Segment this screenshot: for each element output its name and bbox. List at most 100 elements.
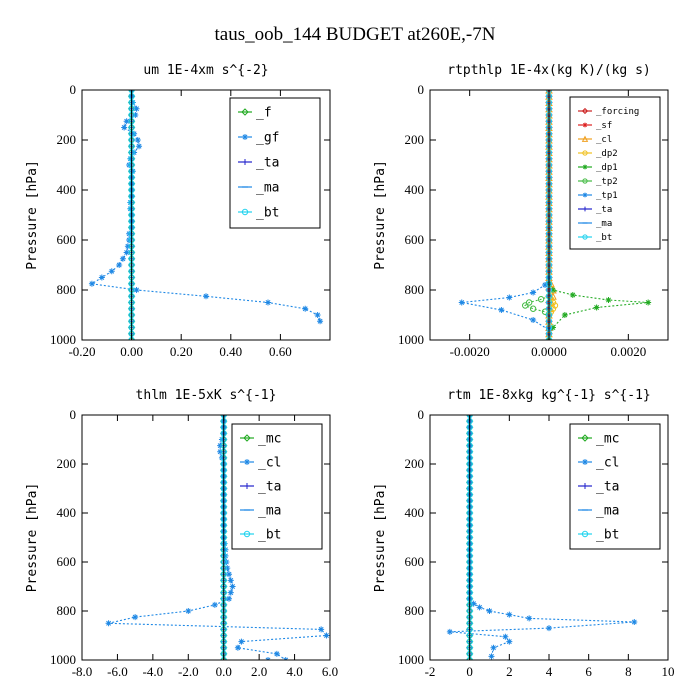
- y-tick-label: 200: [57, 456, 77, 471]
- legend-marker: [582, 483, 588, 489]
- plot-frame: [81, 414, 331, 661]
- data-point: [522, 302, 529, 309]
- data-point: [119, 255, 126, 262]
- y-tick-label: 200: [57, 132, 77, 147]
- legend-marker: [581, 135, 589, 142]
- legend-entry: _cl: [258, 456, 281, 471]
- data-point: [133, 287, 140, 293]
- data-point: [203, 293, 209, 300]
- legend: _mc _cl _ta _ma _bt: [569, 423, 661, 550]
- y-tick-label: 1000: [398, 652, 424, 667]
- data-point: [502, 633, 509, 640]
- legend-entry: _ma: [596, 219, 612, 229]
- data-point: [476, 604, 483, 611]
- legend: _f _gf _ta _ma _bt: [229, 97, 321, 229]
- data-point: [124, 243, 131, 250]
- data-point: [551, 302, 559, 309]
- x-tick-label: 2: [506, 664, 513, 679]
- data-point: [227, 589, 234, 596]
- data-point: [323, 632, 330, 639]
- data-point: [265, 299, 271, 306]
- data-point: [88, 280, 95, 287]
- y-tick-label: 0: [70, 407, 77, 422]
- legend-entry: _gf: [256, 131, 279, 146]
- legend: _forcing _sf _cl _dp2 _dp1 _tp2 _tp1 _ta _ma _bt: [569, 96, 661, 250]
- data-point: [549, 324, 556, 331]
- legend-entry: _tp1: [596, 191, 618, 201]
- series-line-dp1: [548, 277, 649, 340]
- legend-entry: _mc: [258, 432, 281, 447]
- data-point: [631, 619, 638, 626]
- chart-panel-4: rtm 1E-8xkg kg^{-1} s^{-1} Pressure [hPa]…: [373, 388, 675, 679]
- x-tick-label: 0.0020: [610, 344, 646, 359]
- legend-entry: _mc: [596, 432, 619, 447]
- data-point: [490, 644, 497, 651]
- x-tick-label: -2.0: [178, 664, 199, 679]
- x-tick-label: 10: [662, 664, 675, 679]
- data-point: [105, 620, 112, 627]
- legend-marker: [241, 108, 249, 116]
- legend-marker: [581, 107, 589, 115]
- legend-marker: [243, 434, 251, 442]
- y-tick-label: 600: [57, 232, 77, 247]
- x-tick-label: -0.0020: [450, 344, 490, 359]
- data-point: [132, 112, 139, 118]
- data-point: [530, 317, 537, 323]
- y-tick-label: 1000: [50, 652, 76, 667]
- x-tick-label: 0.40: [219, 344, 242, 359]
- x-tick-label: 0.20: [170, 344, 193, 359]
- y-axis-label: Pressure [hPa]: [373, 160, 388, 270]
- data-point: [458, 299, 465, 306]
- data-point: [133, 105, 140, 112]
- data-point: [546, 625, 552, 632]
- data-point: [226, 571, 233, 578]
- legend-marker: [241, 208, 249, 216]
- y-tick-label: 400: [405, 505, 425, 520]
- data-point: [229, 583, 236, 590]
- legend-entry: _ta: [256, 156, 279, 171]
- data-point: [234, 644, 241, 651]
- y-tick-label: 1000: [50, 332, 76, 347]
- x-tick-label: 0.00: [120, 344, 143, 359]
- data-point: [530, 289, 537, 296]
- legend-marker: [243, 530, 251, 538]
- data-point: [302, 305, 309, 312]
- data-point: [542, 282, 549, 288]
- x-tick-label: 6: [585, 664, 592, 679]
- chart-panel-1: um 1E-4xm s^{-2} Pressure [hPa] -0.20 0.00 0…: [25, 63, 331, 359]
- panel-title: um 1E-4xm s^{-2}: [143, 63, 268, 78]
- series-line-tp1: [461, 277, 550, 331]
- legend-marker: [582, 178, 588, 184]
- data-point: [226, 595, 233, 602]
- legend-marker: [582, 234, 588, 240]
- series-line-cl: [108, 415, 328, 660]
- data-point: [486, 608, 493, 614]
- plot-frame: [81, 89, 331, 341]
- data-point: [541, 308, 549, 315]
- data-point: [537, 296, 545, 303]
- x-tick-label: 8: [625, 664, 632, 679]
- x-tick-label: 0: [466, 664, 473, 679]
- y-tick-label: 1000: [398, 332, 424, 347]
- data-point: [506, 638, 513, 645]
- figure-title: taus_oob_144 BUDGET at260E,-7N: [215, 24, 496, 45]
- legend-entry: _dp1: [596, 163, 618, 173]
- y-tick-label: 400: [405, 182, 425, 197]
- x-tick-label: 2.0: [251, 664, 267, 679]
- y-tick-label: 600: [405, 554, 425, 569]
- y-tick-label: 400: [57, 182, 77, 197]
- data-point: [136, 143, 143, 150]
- data-point: [98, 274, 105, 281]
- data-point: [526, 615, 533, 622]
- panel-title: rtpthlp 1E-4x(kg K)/(kg s): [447, 63, 651, 78]
- legend-entry: _forcing: [596, 107, 639, 117]
- data-point: [529, 305, 537, 312]
- y-tick-label: 800: [57, 603, 77, 618]
- x-tick-label: -0.20: [68, 344, 95, 359]
- y-tick-label: 200: [405, 456, 425, 471]
- legend-marker: [581, 530, 589, 538]
- legend-entry: _bt: [596, 233, 612, 243]
- data-point: [470, 600, 477, 607]
- legend-entry: _ma: [258, 504, 281, 519]
- legend-entry: _sf: [596, 121, 612, 131]
